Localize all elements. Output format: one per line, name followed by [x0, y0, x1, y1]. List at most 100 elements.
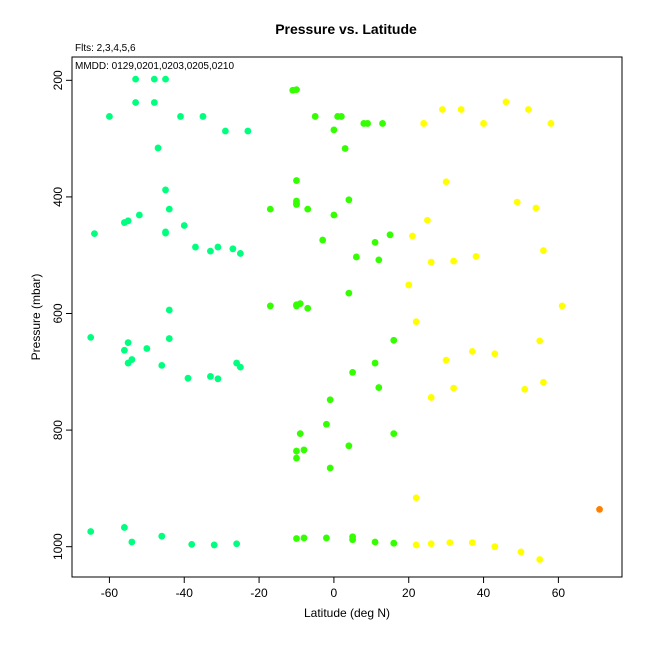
data-point — [293, 447, 300, 455]
data-point — [364, 120, 371, 127]
data-point — [165, 335, 173, 342]
data-point — [177, 113, 184, 120]
data-point — [165, 306, 173, 314]
data-point — [120, 219, 128, 226]
data-point — [199, 113, 207, 120]
y-axis-label: Pressure (mbar) — [29, 274, 43, 361]
data-point — [596, 505, 603, 513]
data-point — [427, 394, 435, 401]
data-point — [349, 368, 357, 376]
data-point — [106, 113, 113, 120]
data-point — [158, 361, 166, 369]
data-point — [165, 205, 173, 213]
data-point — [319, 236, 327, 244]
data-point — [207, 373, 214, 380]
x-tick-label: -40 — [176, 586, 194, 600]
data-point — [120, 346, 128, 354]
data-point — [536, 337, 544, 345]
data-point — [293, 454, 300, 462]
data-point — [371, 359, 379, 367]
x-tick-label: 40 — [477, 586, 491, 600]
data-point — [345, 289, 353, 297]
data-point — [210, 541, 218, 549]
data-point — [468, 347, 476, 355]
y-tick-label: 1000 — [51, 533, 65, 560]
data-point — [162, 186, 169, 194]
data-point — [304, 205, 312, 213]
data-point — [525, 106, 532, 113]
data-points — [87, 75, 603, 563]
x-axis-label: Latitude (deg N) — [304, 606, 390, 620]
data-point — [293, 201, 300, 208]
data-point — [517, 548, 525, 556]
data-point — [293, 177, 300, 184]
data-point — [450, 257, 458, 265]
data-point — [300, 534, 308, 542]
data-point — [266, 302, 274, 310]
data-point — [446, 539, 454, 547]
data-point — [457, 106, 465, 113]
data-point — [236, 363, 244, 371]
x-tick-label: -60 — [101, 586, 119, 600]
data-point — [390, 539, 398, 547]
dates-annotation: MMDD: 0129,0201,0203,0205,0210 — [75, 61, 234, 72]
data-point — [236, 250, 244, 257]
data-point — [412, 318, 420, 326]
data-point — [345, 442, 353, 450]
data-point — [124, 339, 132, 347]
data-point — [87, 528, 95, 535]
data-point — [128, 538, 136, 546]
data-point — [521, 385, 529, 393]
data-point — [293, 535, 300, 542]
data-point — [326, 464, 334, 472]
data-point — [337, 113, 345, 120]
data-point — [132, 75, 140, 83]
data-point — [375, 384, 383, 391]
x-tick-label: 0 — [331, 586, 338, 600]
data-point — [547, 120, 555, 127]
data-point — [192, 243, 199, 251]
data-point — [300, 446, 308, 454]
y-tick-label: 200 — [51, 70, 65, 90]
chart-title: Pressure vs. Latitude — [275, 21, 417, 37]
data-point — [450, 384, 458, 392]
data-point — [150, 99, 158, 106]
data-point — [513, 198, 521, 206]
data-point — [427, 258, 435, 266]
data-point — [184, 374, 192, 382]
data-point — [439, 106, 446, 113]
data-point — [132, 99, 140, 106]
data-point — [540, 378, 547, 386]
data-point — [371, 538, 379, 546]
data-point — [491, 543, 499, 551]
data-point — [532, 204, 540, 212]
data-point — [293, 302, 300, 310]
y-tick-label: 400 — [51, 187, 65, 207]
data-point — [540, 247, 547, 254]
data-point — [442, 356, 450, 364]
data-point — [180, 222, 188, 229]
data-point — [188, 540, 196, 548]
data-point — [323, 534, 330, 542]
data-point — [289, 86, 297, 94]
data-point — [480, 120, 487, 127]
data-point — [442, 178, 450, 186]
data-point — [162, 75, 169, 83]
data-point — [214, 243, 222, 251]
data-point — [266, 205, 274, 213]
data-point — [468, 539, 476, 547]
data-point — [536, 556, 544, 563]
data-point — [390, 430, 398, 437]
data-point — [405, 281, 413, 289]
x-axis: -60 -40 -20 0 20 40 60 — [101, 577, 565, 600]
data-point — [375, 256, 383, 264]
data-point — [323, 420, 330, 428]
data-point — [386, 231, 394, 239]
data-point — [390, 336, 398, 344]
data-point — [87, 334, 95, 341]
plot-frame — [71, 56, 623, 578]
data-point — [135, 211, 143, 219]
data-point — [345, 196, 353, 204]
data-point — [352, 253, 360, 261]
